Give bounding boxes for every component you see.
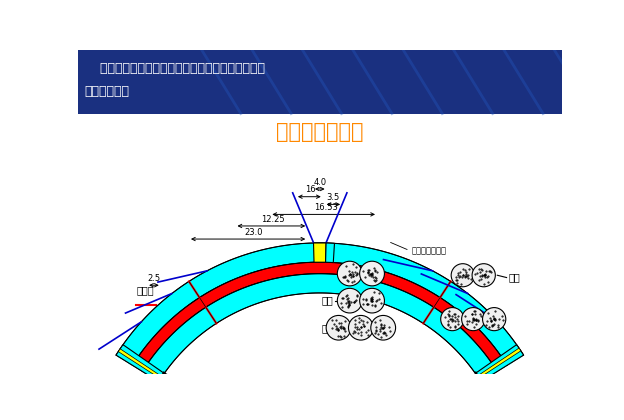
Text: 主拱肋拆除采用斜拉挂扣缆索吊装的施工工艺，分: 主拱肋拆除采用斜拉挂扣缆索吊装的施工工艺，分	[84, 62, 265, 75]
Bar	[78, 50, 562, 113]
Circle shape	[359, 288, 384, 313]
Text: 上环: 上环	[321, 268, 333, 278]
Text: 图例：: 图例：	[136, 285, 154, 295]
Polygon shape	[477, 348, 521, 378]
Text: 环分段进行。: 环分段进行。	[84, 85, 129, 98]
Text: 下环: 下环	[321, 323, 333, 333]
Text: 16.53: 16.53	[314, 203, 338, 212]
Text: 中环: 中环	[321, 296, 333, 306]
Text: 拱圈分环示意图: 拱圈分环示意图	[276, 122, 364, 142]
Circle shape	[371, 315, 396, 340]
Circle shape	[472, 264, 495, 287]
Text: 上环: 上环	[508, 273, 520, 283]
Circle shape	[338, 261, 362, 286]
Text: 23.0: 23.0	[245, 228, 263, 237]
Polygon shape	[116, 243, 524, 365]
Circle shape	[348, 315, 373, 340]
Circle shape	[359, 261, 384, 286]
Polygon shape	[475, 345, 524, 382]
Polygon shape	[326, 243, 334, 262]
Circle shape	[451, 264, 474, 287]
Polygon shape	[119, 349, 162, 379]
Circle shape	[482, 307, 506, 331]
Circle shape	[338, 288, 362, 313]
Circle shape	[441, 307, 464, 331]
Polygon shape	[313, 243, 326, 262]
Text: 4.0: 4.0	[313, 178, 326, 186]
Polygon shape	[116, 345, 164, 382]
Text: 拱顶中心截面型: 拱顶中心截面型	[411, 246, 446, 255]
Text: 2.5: 2.5	[147, 274, 160, 283]
Polygon shape	[132, 262, 507, 371]
Text: 3.5: 3.5	[326, 193, 339, 202]
Circle shape	[462, 307, 485, 331]
Text: 上、中环断面处: 上、中环断面处	[158, 299, 208, 310]
Text: 12.25: 12.25	[261, 215, 285, 223]
Polygon shape	[142, 274, 497, 382]
Text: 16: 16	[305, 185, 316, 194]
Circle shape	[326, 315, 351, 340]
